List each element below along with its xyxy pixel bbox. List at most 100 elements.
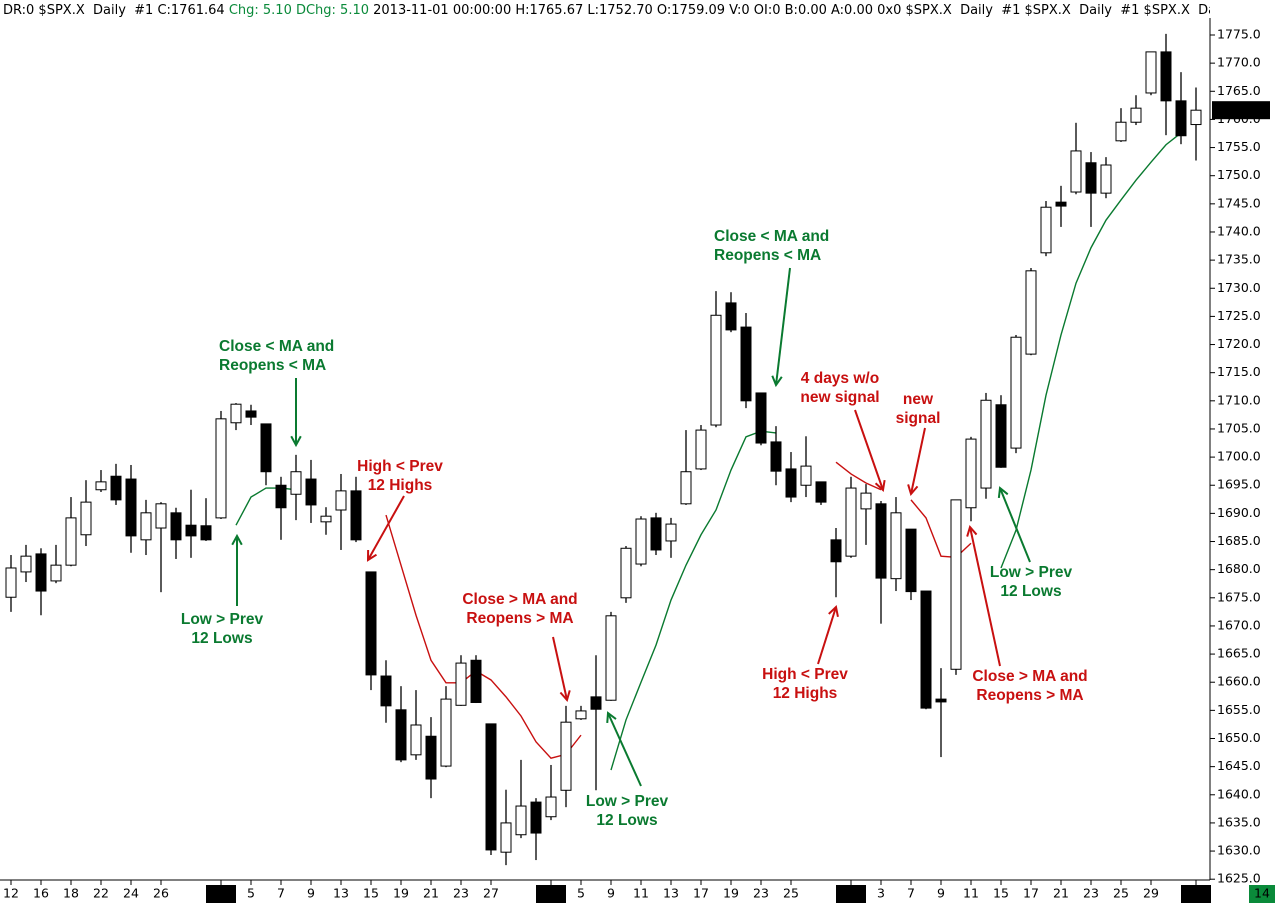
x-tick-label: 15	[993, 886, 1009, 901]
candle-body	[20, 555, 32, 573]
x-tick-label: 23	[1083, 886, 1099, 901]
x-tick-label: 25	[783, 886, 799, 901]
annotation-arrow	[552, 636, 568, 701]
candle-body	[1025, 270, 1037, 355]
last-price-label: 1761.64	[1215, 103, 1267, 118]
candle-body	[800, 465, 812, 486]
candle-body	[650, 517, 662, 551]
x-tick-label: 13	[663, 886, 679, 901]
x-tick-label: 21	[1053, 886, 1069, 901]
annotation-arrow	[607, 712, 642, 787]
month-marker	[206, 885, 236, 903]
y-tick-label: 1770.0	[1217, 55, 1261, 70]
candle-body	[965, 438, 977, 509]
candle-body	[275, 484, 287, 509]
annotation-text: Reopens < MA	[714, 247, 821, 264]
y-tick-label: 1700.0	[1217, 449, 1261, 464]
y-tick-label: 1730.0	[1217, 280, 1261, 295]
x-tick-label: 27	[483, 886, 499, 901]
x-tick-label: 23	[753, 886, 769, 901]
candle-body	[605, 615, 617, 701]
candle-body	[815, 481, 827, 503]
candle-body	[1190, 109, 1202, 126]
y-tick-label: 1765.0	[1217, 83, 1261, 98]
annotation-arrowhead	[290, 435, 302, 448]
candle-body	[1175, 100, 1187, 137]
annotation-text: Close < MA and	[219, 338, 334, 355]
candle-body	[350, 490, 362, 541]
annotation-text: 12 Highs	[773, 685, 838, 702]
candle-body	[185, 524, 197, 537]
y-tick-label: 1690.0	[1217, 505, 1261, 520]
annotation-text: new signal	[800, 389, 879, 406]
candle-body	[5, 567, 17, 598]
annotation-text: Reopens < MA	[219, 357, 326, 374]
x-tick-label: 5	[247, 886, 255, 901]
annotation-text: 12 Highs	[368, 477, 433, 494]
candle-body	[455, 662, 467, 706]
candle-body	[50, 564, 62, 582]
candle-body	[890, 512, 902, 580]
candle-body	[110, 475, 122, 501]
y-tick-label: 1715.0	[1217, 364, 1261, 379]
y-tick-label: 1680.0	[1217, 561, 1261, 576]
x-tick-label: 9	[607, 886, 615, 901]
x-tick-label: Nov	[1184, 886, 1209, 901]
candle-body	[335, 490, 347, 511]
annotation-arrow	[969, 526, 1001, 667]
y-tick-label: 1735.0	[1217, 252, 1261, 267]
candle-body	[830, 539, 842, 563]
header-segment: Chg: 5.10 DChg: 5.10	[229, 3, 373, 18]
header-segment: DR:0 $SPX.X Daily #1 C:1761.64	[3, 3, 229, 18]
candle-body	[500, 822, 512, 853]
candle-body	[860, 492, 872, 510]
x-tick-label: 5	[577, 886, 585, 901]
x-tick-label: 29	[1143, 886, 1159, 901]
y-tick-label: 1645.0	[1217, 758, 1261, 773]
x-tick-label: 7	[907, 886, 915, 901]
y-tick-label: 1635.0	[1217, 814, 1261, 829]
x-tick-label: 7	[277, 886, 285, 901]
header: DR:0 $SPX.X Daily #1 C:1761.64 Chg: 5.10…	[3, 3, 1258, 18]
corner-label: 14	[1254, 886, 1270, 901]
candle-body	[560, 721, 572, 791]
candle-body	[425, 735, 437, 780]
x-tick-label: Aug	[209, 886, 233, 901]
x-tick-label: 3	[877, 886, 885, 901]
y-tick-label: 1670.0	[1217, 617, 1261, 632]
candle-body	[530, 801, 542, 834]
annotation-text: signal	[896, 410, 941, 427]
candle-body	[305, 478, 317, 506]
x-tick-label: 9	[307, 886, 315, 901]
candle-body	[260, 423, 272, 473]
candle-body	[575, 710, 587, 720]
x-tick-label: 25	[1113, 886, 1129, 901]
candle-body	[1130, 107, 1142, 123]
x-tick-label: 15	[363, 886, 379, 901]
x-tick-label: 17	[1023, 886, 1039, 901]
annotation-arrow	[999, 487, 1031, 563]
annotation-arrow	[775, 267, 791, 386]
annotation-text: Close > MA and	[972, 668, 1087, 685]
x-tick-label: 24	[123, 886, 139, 901]
x-tick-label: 19	[723, 886, 739, 901]
candle-body	[1160, 51, 1172, 102]
annotation-arrowhead	[966, 524, 978, 537]
annotation-text: Reopens > MA	[976, 687, 1083, 704]
annotation-arrow	[910, 427, 926, 495]
x-tick-label: 18	[63, 886, 79, 901]
header-segment: 2013-11-01 00:00:00 H:1765.67 L:1752.70 …	[373, 3, 1258, 18]
annotation-text: Low > Prev	[181, 611, 264, 628]
candle-body	[755, 392, 767, 444]
annotation-arrow	[854, 409, 884, 491]
candle-body	[905, 528, 917, 593]
candle-body	[395, 709, 407, 761]
candle-body	[920, 590, 932, 709]
y-tick-label: 1775.0	[1217, 27, 1261, 42]
annotation-text: High < Prev	[762, 666, 848, 683]
y-tick-label: 1745.0	[1217, 195, 1261, 210]
annotation-arrowhead	[559, 690, 571, 703]
x-tick-label: 17	[693, 886, 709, 901]
